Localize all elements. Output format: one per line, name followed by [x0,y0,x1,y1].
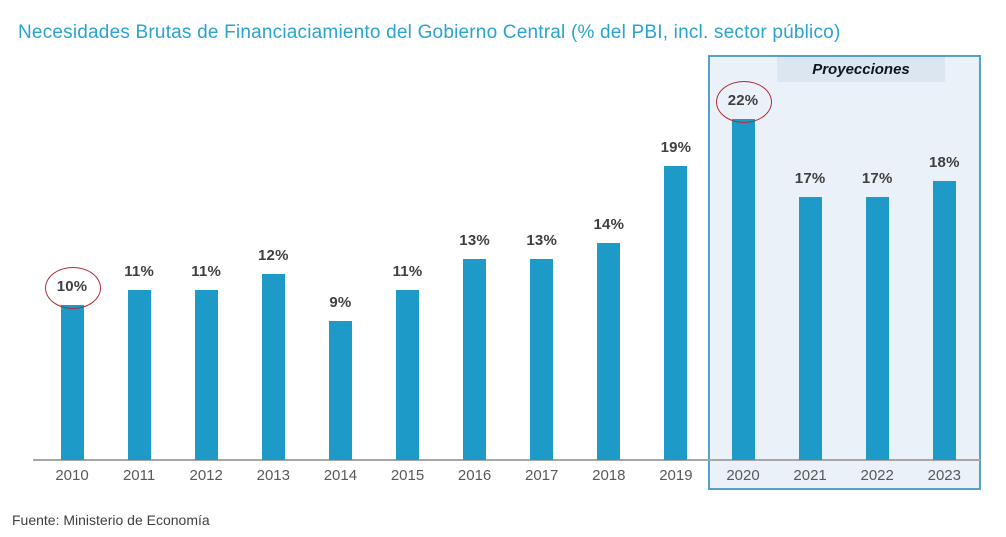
value-label-2015: 11% [392,262,423,280]
bar-2022 [865,196,889,460]
projections-label: Proyecciones [777,57,945,82]
bar-2012 [194,289,218,460]
year-label-2015: 2015 [390,467,425,484]
value-label-2021: 17% [794,169,826,187]
year-label-2012: 2012 [189,467,223,484]
bar-2014 [328,320,352,460]
chart-title: Necesidades Brutas de Financiaciamiento … [18,22,841,43]
value-label-2012: 11% [191,262,222,280]
bar-2020 [731,119,755,460]
year-label-2020: 2020 [726,467,760,484]
highlight-circle-2020 [716,81,772,123]
year-label-2021: 2021 [793,467,827,484]
bar-2010 [60,305,84,460]
year-label-2023: 2023 [927,467,961,484]
year-label-2016: 2016 [457,467,492,484]
value-label-2016: 13% [459,231,490,249]
bar-2011 [127,289,151,460]
bar-2019 [664,165,688,460]
bar-2016 [463,258,487,460]
value-label-2017: 13% [526,231,557,249]
bar-2023 [932,181,956,460]
year-label-2018: 2018 [592,467,626,484]
value-label-2022: 17% [861,169,893,187]
x-axis-line [33,459,981,461]
year-label-2010: 2010 [55,467,89,484]
year-label-2013: 2013 [256,467,290,484]
year-label-2011: 2011 [122,467,156,484]
bar-2021 [798,196,822,460]
value-label-2018: 14% [593,216,625,233]
value-label-2013: 12% [257,247,289,264]
bar-2015 [396,289,419,460]
year-label-2017: 2017 [525,467,559,484]
highlight-circle-2010 [45,267,101,309]
value-label-2019: 19% [660,138,692,156]
bar-2018 [597,243,621,460]
value-label-2023: 18% [928,154,960,171]
value-label-2011: 11% [124,262,154,280]
bar-2017 [530,258,554,460]
year-label-2019: 2019 [659,467,693,484]
year-label-2014: 2014 [323,467,358,484]
bar-2013 [261,274,285,460]
value-label-2014: 9% [329,293,352,311]
source-note: Fuente: Ministerio de Economía [12,512,210,528]
year-label-2022: 2022 [860,467,894,484]
